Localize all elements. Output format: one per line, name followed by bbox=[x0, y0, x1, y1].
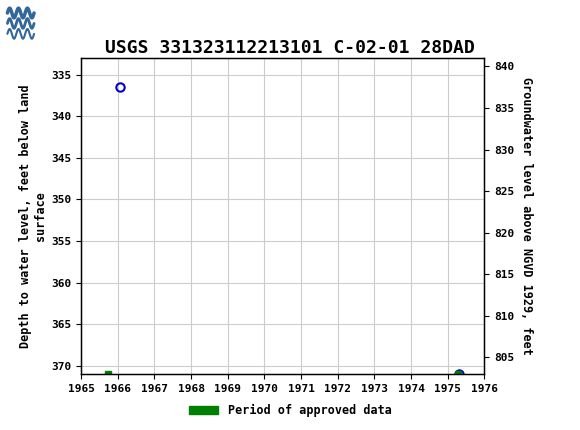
Y-axis label: Groundwater level above NGVD 1929, feet: Groundwater level above NGVD 1929, feet bbox=[520, 77, 533, 355]
Y-axis label: Depth to water level, feet below land
surface: Depth to water level, feet below land su… bbox=[19, 84, 47, 348]
Text: USGS 331323112213101 C-02-01 28DAD: USGS 331323112213101 C-02-01 28DAD bbox=[105, 39, 475, 57]
Bar bbox=[3, 2, 102, 43]
Text: USGS: USGS bbox=[133, 11, 206, 34]
Legend: Period of approved data: Period of approved data bbox=[184, 399, 396, 422]
